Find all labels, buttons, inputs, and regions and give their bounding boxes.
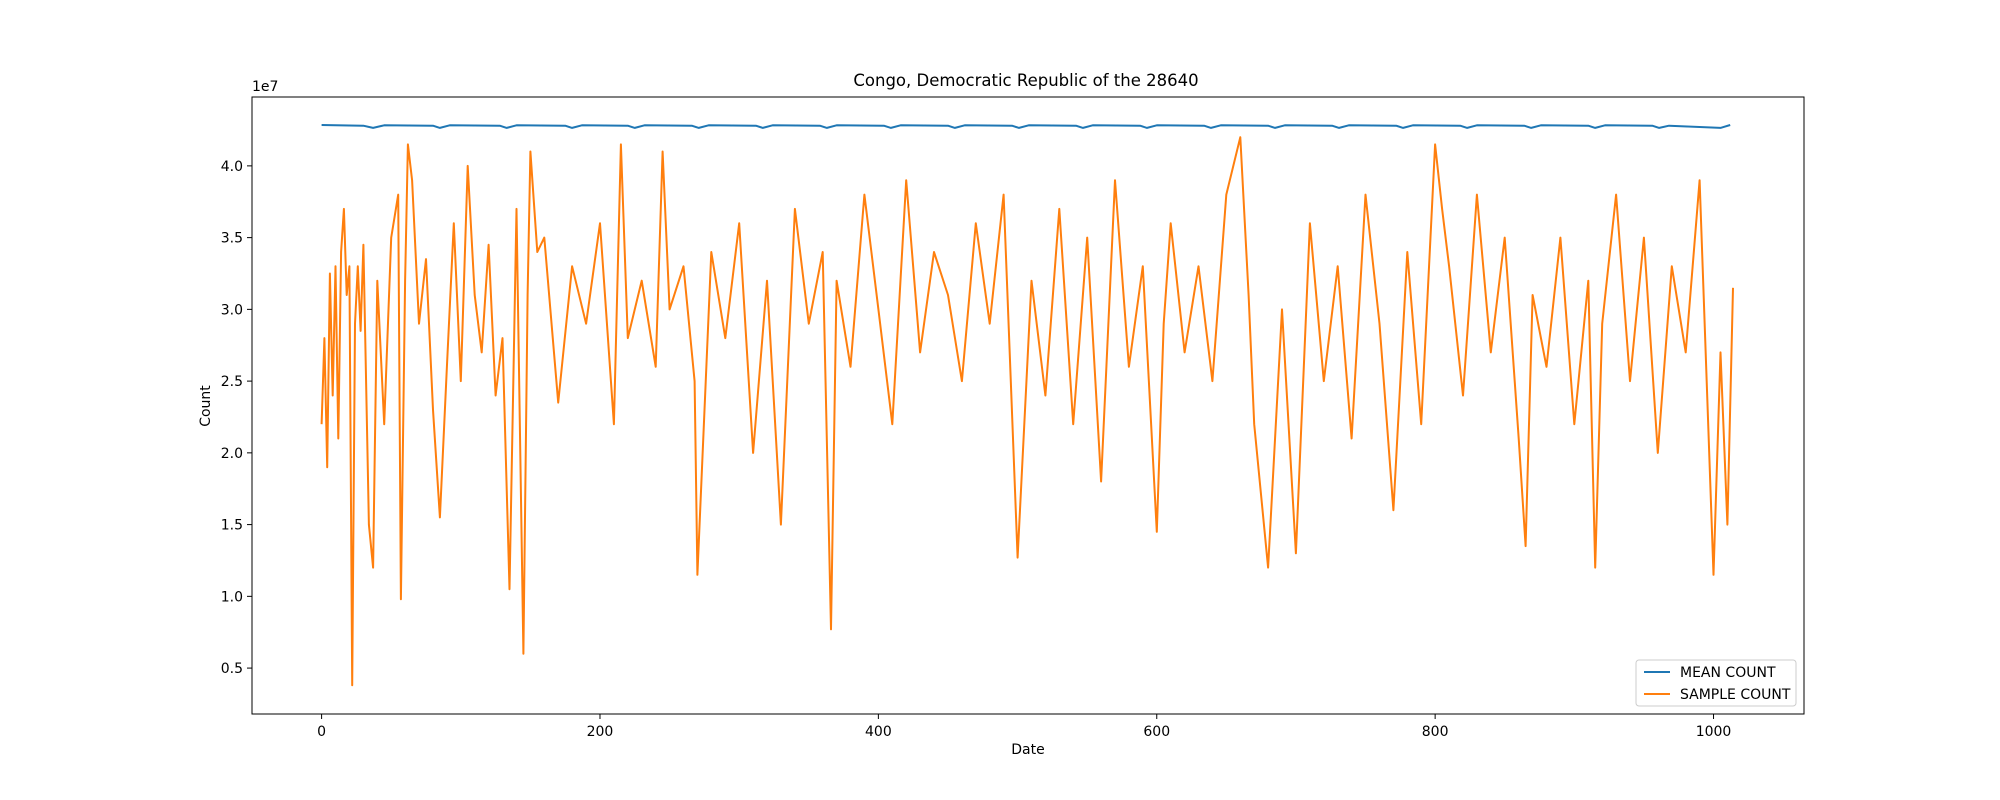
x-tick-label: 400 <box>865 724 892 740</box>
chart-title: Congo, Democratic Republic of the 28640 <box>853 71 1198 90</box>
y-tick-label: 3.0 <box>221 302 243 318</box>
y-tick-label: 2.5 <box>221 374 243 390</box>
x-tick-label: 800 <box>1422 724 1449 740</box>
x-axis-label: Date <box>1011 742 1044 758</box>
y-offset-label: 1e7 <box>252 79 278 95</box>
series-line-mean-count <box>321 124 1731 129</box>
y-tick-label: 0.5 <box>221 661 243 677</box>
x-axis: 0 200 400 600 800 1000 <box>317 714 1731 740</box>
x-tick-label: 0 <box>317 724 326 740</box>
series-line-sample-count <box>320 136 1734 687</box>
y-tick-label: 4.0 <box>221 159 243 175</box>
y-tick-label: 3.5 <box>221 231 243 247</box>
y-tick-label: 2.0 <box>221 446 243 462</box>
legend: MEAN COUNT SAMPLE COUNT <box>1635 659 1797 707</box>
plot-area <box>251 96 1805 715</box>
y-axis-label: Count <box>198 385 214 427</box>
x-tick-label: 600 <box>1143 724 1170 740</box>
y-tick-label: 1.0 <box>221 589 243 605</box>
y-axis: 0.5 1.0 1.5 2.0 2.5 3.0 3.5 4.0 <box>221 159 252 677</box>
legend-label-mean-count: MEAN COUNT <box>1680 665 1776 681</box>
x-tick-label: 1000 <box>1696 724 1732 740</box>
y-tick-label: 1.5 <box>221 518 243 534</box>
legend-label-sample-count: SAMPLE COUNT <box>1680 687 1791 703</box>
x-tick-label: 200 <box>587 724 614 740</box>
series-layer <box>320 124 1734 687</box>
legend-frame <box>1635 659 1797 707</box>
